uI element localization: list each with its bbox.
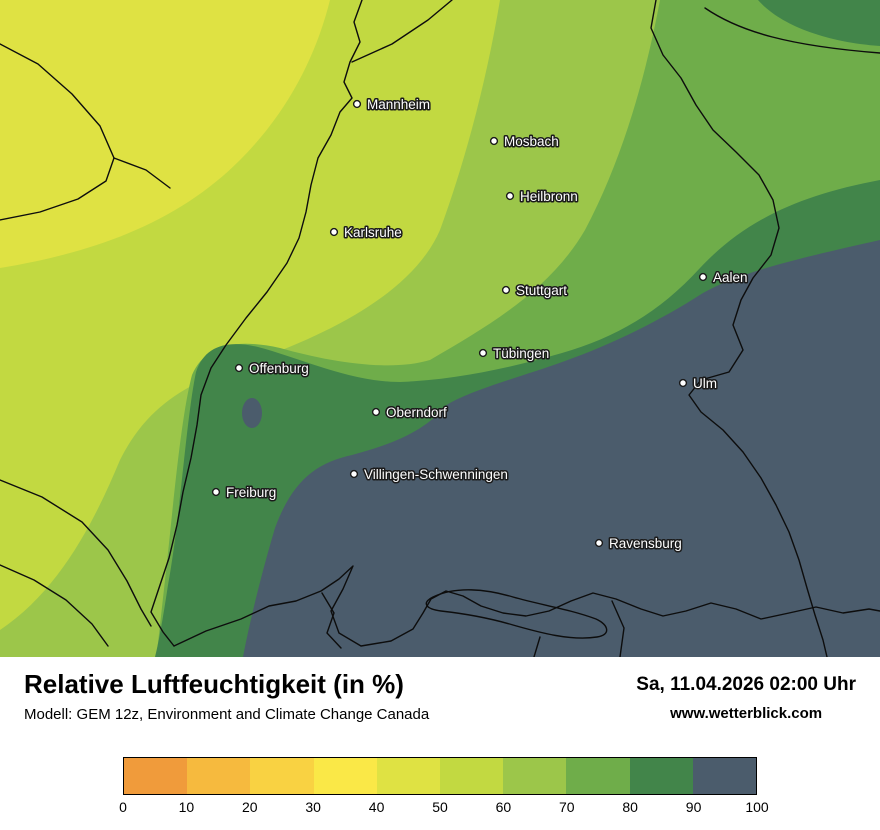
border-south-2 <box>533 636 541 657</box>
legend-tick: 90 <box>685 799 702 815</box>
website-text: www.wetterblick.com <box>670 705 823 722</box>
city-dot <box>352 99 362 109</box>
city-dot <box>501 285 511 295</box>
legend-tick: 80 <box>622 799 638 815</box>
city-dot <box>329 227 339 237</box>
city-marker-freiburg: Freiburg <box>211 484 278 502</box>
city-dot <box>489 136 499 146</box>
city-marker-karlsruhe: Karlsruhe <box>329 224 403 242</box>
country-borders <box>0 0 880 657</box>
legend-tick: 60 <box>495 799 512 815</box>
city-label: Tübingen <box>493 346 549 361</box>
legend-colorbar <box>123 757 757 795</box>
city-label: Ravensburg <box>609 536 682 551</box>
humidity-contour-map: Mannheim Mosbach Heilbronn Karlsruhe Aalen St… <box>0 0 880 657</box>
border-rhine-west <box>150 0 363 647</box>
color-legend: 0 10 20 30 40 50 60 70 80 90 100 <box>119 757 769 817</box>
legend-segment-10-20 <box>187 758 251 794</box>
legend-tick: 50 <box>432 799 448 815</box>
city-dot <box>211 487 221 497</box>
city-marker-aalen: Aalen <box>698 269 749 287</box>
city-marker-mosbach: Mosbach <box>489 133 560 151</box>
city-dot <box>478 348 488 358</box>
info-panel: Relative Luftfeuchtigkeit (in %) Modell:… <box>0 657 880 830</box>
legend-segment-90-100 <box>692 758 757 794</box>
panel-right: Sa, 11.04.2026 02:00 Uhr www.wetterblick… <box>636 670 856 722</box>
lake-constance-outline <box>425 589 608 639</box>
city-markers: Mannheim Mosbach Heilbronn Karlsruhe Aalen St… <box>211 96 749 553</box>
city-dot <box>505 191 515 201</box>
city-dot <box>698 272 708 282</box>
legend-tick: 20 <box>242 799 258 815</box>
legend-segment-30-40 <box>313 758 377 794</box>
legend-tick: 70 <box>559 799 575 815</box>
city-label: Aalen <box>713 270 748 285</box>
legend-tick: 10 <box>178 799 195 815</box>
border-schaffhausen <box>321 592 342 649</box>
city-dot <box>678 378 688 388</box>
border-france-3 <box>0 479 152 627</box>
border-northwest <box>351 0 453 63</box>
region-40-50 <box>0 0 330 268</box>
legend-tick: 100 <box>745 799 769 815</box>
city-marker-ravensburg: Ravensburg <box>594 535 683 553</box>
city-dot <box>234 363 244 373</box>
page-title: Relative Luftfeuchtigkeit (in %) <box>24 669 404 699</box>
city-marker-offenburg: Offenburg <box>234 360 310 378</box>
region-90-100-spot <box>242 398 262 428</box>
legend-segment-60-70 <box>503 758 567 794</box>
panel-header: Relative Luftfeuchtigkeit (in %) Modell:… <box>24 670 856 723</box>
region-80-90-ne-corner <box>758 0 880 46</box>
city-label: Heilbronn <box>520 189 578 204</box>
city-marker-oberndorf: Oberndorf <box>371 404 449 422</box>
city-marker-stuttgart: Stuttgart <box>501 282 569 300</box>
border-france-2 <box>113 157 171 189</box>
border-bavaria-east <box>650 0 828 657</box>
city-label: Offenburg <box>249 361 309 376</box>
region-90-100 <box>243 240 880 657</box>
panel-left: Relative Luftfeuchtigkeit (in %) Modell:… <box>24 670 429 723</box>
city-label: Freiburg <box>226 485 276 500</box>
legend-tick: 30 <box>305 799 321 815</box>
legend-tick-labels: 0 10 20 30 40 50 60 70 80 90 100 <box>119 799 769 817</box>
city-label: Mannheim <box>367 97 430 112</box>
city-label: Villingen-Schwenningen <box>364 467 508 482</box>
legend-segment-80-90 <box>629 758 693 794</box>
city-label: Stuttgart <box>516 283 567 298</box>
legend-segment-50-60 <box>440 758 504 794</box>
weather-map: Mannheim Mosbach Heilbronn Karlsruhe Aalen St… <box>0 0 880 657</box>
city-marker-mannheim: Mannheim <box>352 96 432 114</box>
city-dot <box>371 407 381 417</box>
legend-segment-0-10 <box>124 758 188 794</box>
legend-segment-40-50 <box>376 758 441 794</box>
border-france-4 <box>0 564 109 647</box>
model-info: Modell: GEM 12z, Environment and Climate… <box>24 705 430 723</box>
city-label: Karlsruhe <box>344 225 402 240</box>
legend-segment-70-80 <box>566 758 630 794</box>
city-marker-heilbronn: Heilbronn <box>505 188 579 206</box>
border-south-3 <box>611 600 625 657</box>
city-label: Oberndorf <box>386 405 447 420</box>
legend-tick: 0 <box>119 799 127 815</box>
city-marker-t-bingen: Tübingen <box>478 345 551 363</box>
city-label: Ulm <box>693 376 717 391</box>
city-dot <box>594 538 604 548</box>
legend-segment-20-30 <box>250 758 314 794</box>
city-marker-ulm: Ulm <box>678 375 719 393</box>
city-dot <box>349 469 359 479</box>
border-switzerland-south <box>173 565 880 647</box>
city-label: Mosbach <box>504 134 559 149</box>
border-northeast <box>704 7 880 54</box>
forecast-datetime: Sa, 11.04.2026 02:00 Uhr <box>636 674 856 695</box>
legend-tick: 40 <box>368 799 385 815</box>
city-marker-villingen-schwenningen: Villingen-Schwenningen <box>349 466 509 484</box>
